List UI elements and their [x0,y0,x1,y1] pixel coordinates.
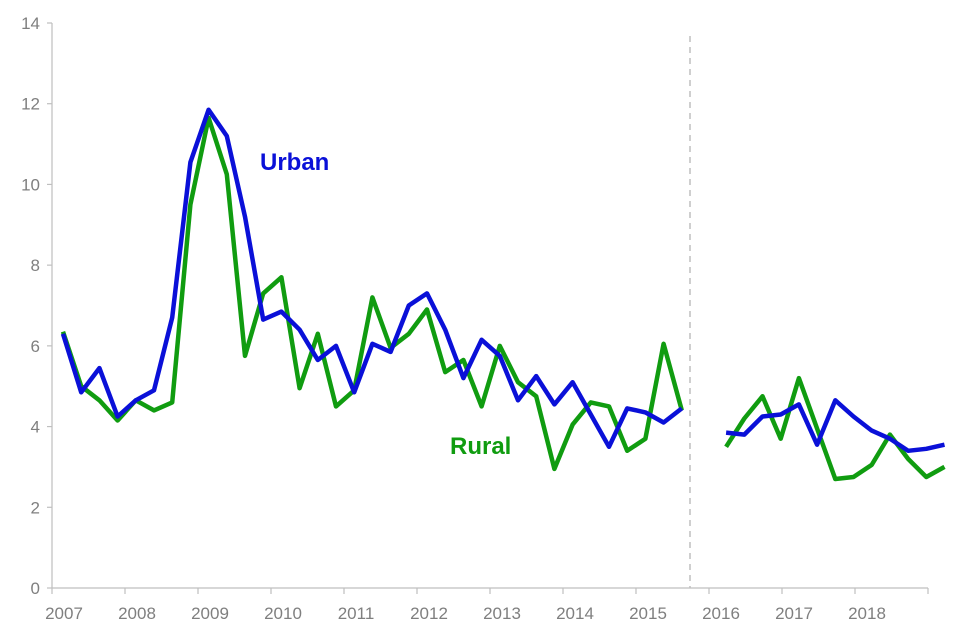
x-tick-label: 2007 [45,604,83,623]
series-label-urban: Urban [260,149,329,176]
x-tick-label: 2013 [483,604,521,623]
series-line-urban-segment-1 [60,107,684,450]
series-line-rural-segment-1 [60,115,684,472]
series-label-rural: Rural [450,433,511,460]
axes [47,22,929,594]
x-tick-label: 2009 [191,604,229,623]
y-tick-label: 0 [31,579,40,598]
x-tick-label: 2008 [118,604,156,623]
x-tick-label: 2014 [556,604,594,623]
y-tick-label: 4 [31,418,40,437]
series-lines [60,107,946,482]
x-tick-label: 2010 [264,604,302,623]
y-tick-label: 8 [31,256,40,275]
y-tick-label: 12 [21,95,40,114]
x-tick-label: 2015 [629,604,667,623]
y-tick-label: 10 [21,175,40,194]
y-tick-label: 2 [31,498,40,517]
x-tick-label: 2017 [775,604,813,623]
x-tick-label: 2011 [338,604,375,623]
x-tick-label: 2012 [410,604,448,623]
x-tick-label: 2016 [702,604,740,623]
x-axis-tick-labels: 2007 2008 2009 2010 2011 2012 2013 2014 2015 2016… [45,604,886,623]
series-line-rural-segment-2 [724,375,946,482]
y-axis-tick-labels: 0 2 4 6 8 10 12 14 [21,14,40,598]
y-tick-label: 6 [31,337,40,356]
series-line-urban-segment-2 [725,398,945,454]
x-tick-label: 2018 [848,604,886,623]
y-tick-label: 14 [21,14,40,33]
